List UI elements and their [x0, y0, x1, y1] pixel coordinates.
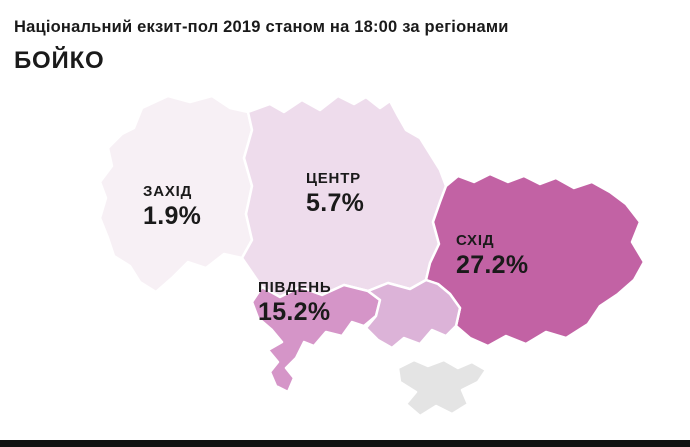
page-title: Національний екзит-пол 2019 станом на 18…	[14, 18, 509, 36]
map-region-west	[98, 94, 254, 294]
map-region-south-secondary	[364, 278, 462, 350]
footer-bar	[0, 440, 690, 447]
map-region-south	[250, 283, 382, 394]
header: Національний екзит-пол 2019 станом на 18…	[14, 18, 674, 75]
map-region-east	[424, 172, 646, 348]
map-region-crimea-no-data	[396, 358, 488, 418]
candidate-name: БОЙКО	[14, 47, 105, 74]
map-region-center	[240, 94, 448, 299]
